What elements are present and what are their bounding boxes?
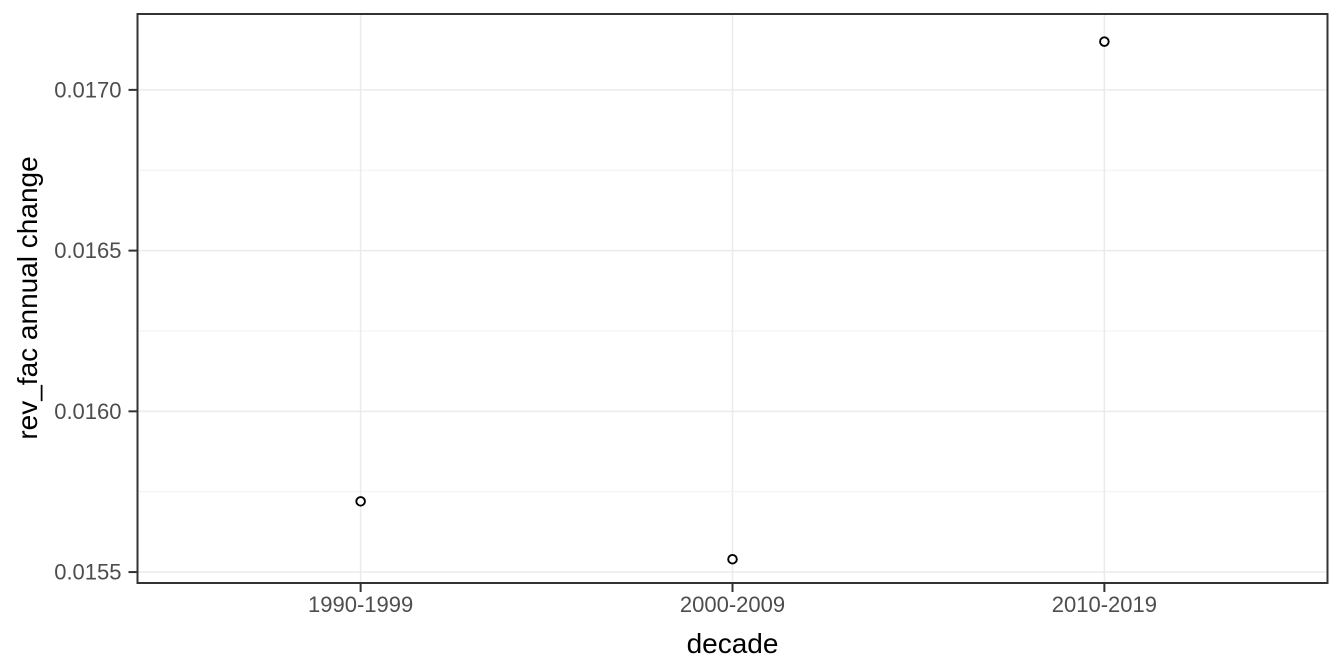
y-tick-label: 0.0170	[54, 77, 121, 102]
x-tick-label: 2000-2009	[680, 592, 785, 617]
y-tick-label: 0.0160	[54, 399, 121, 424]
y-tick-label: 0.0155	[54, 560, 121, 585]
data-point	[727, 553, 738, 565]
data-point	[1099, 36, 1110, 47]
x-tick-label: 1990-1999	[308, 592, 413, 617]
y-tick-label: 0.0165	[54, 238, 121, 263]
y-axis-title: rev_fac annual change	[12, 156, 43, 440]
x-tick-label: 2010-2019	[1052, 592, 1157, 617]
x-axis-title: decade	[686, 628, 779, 659]
data-point	[355, 496, 366, 507]
